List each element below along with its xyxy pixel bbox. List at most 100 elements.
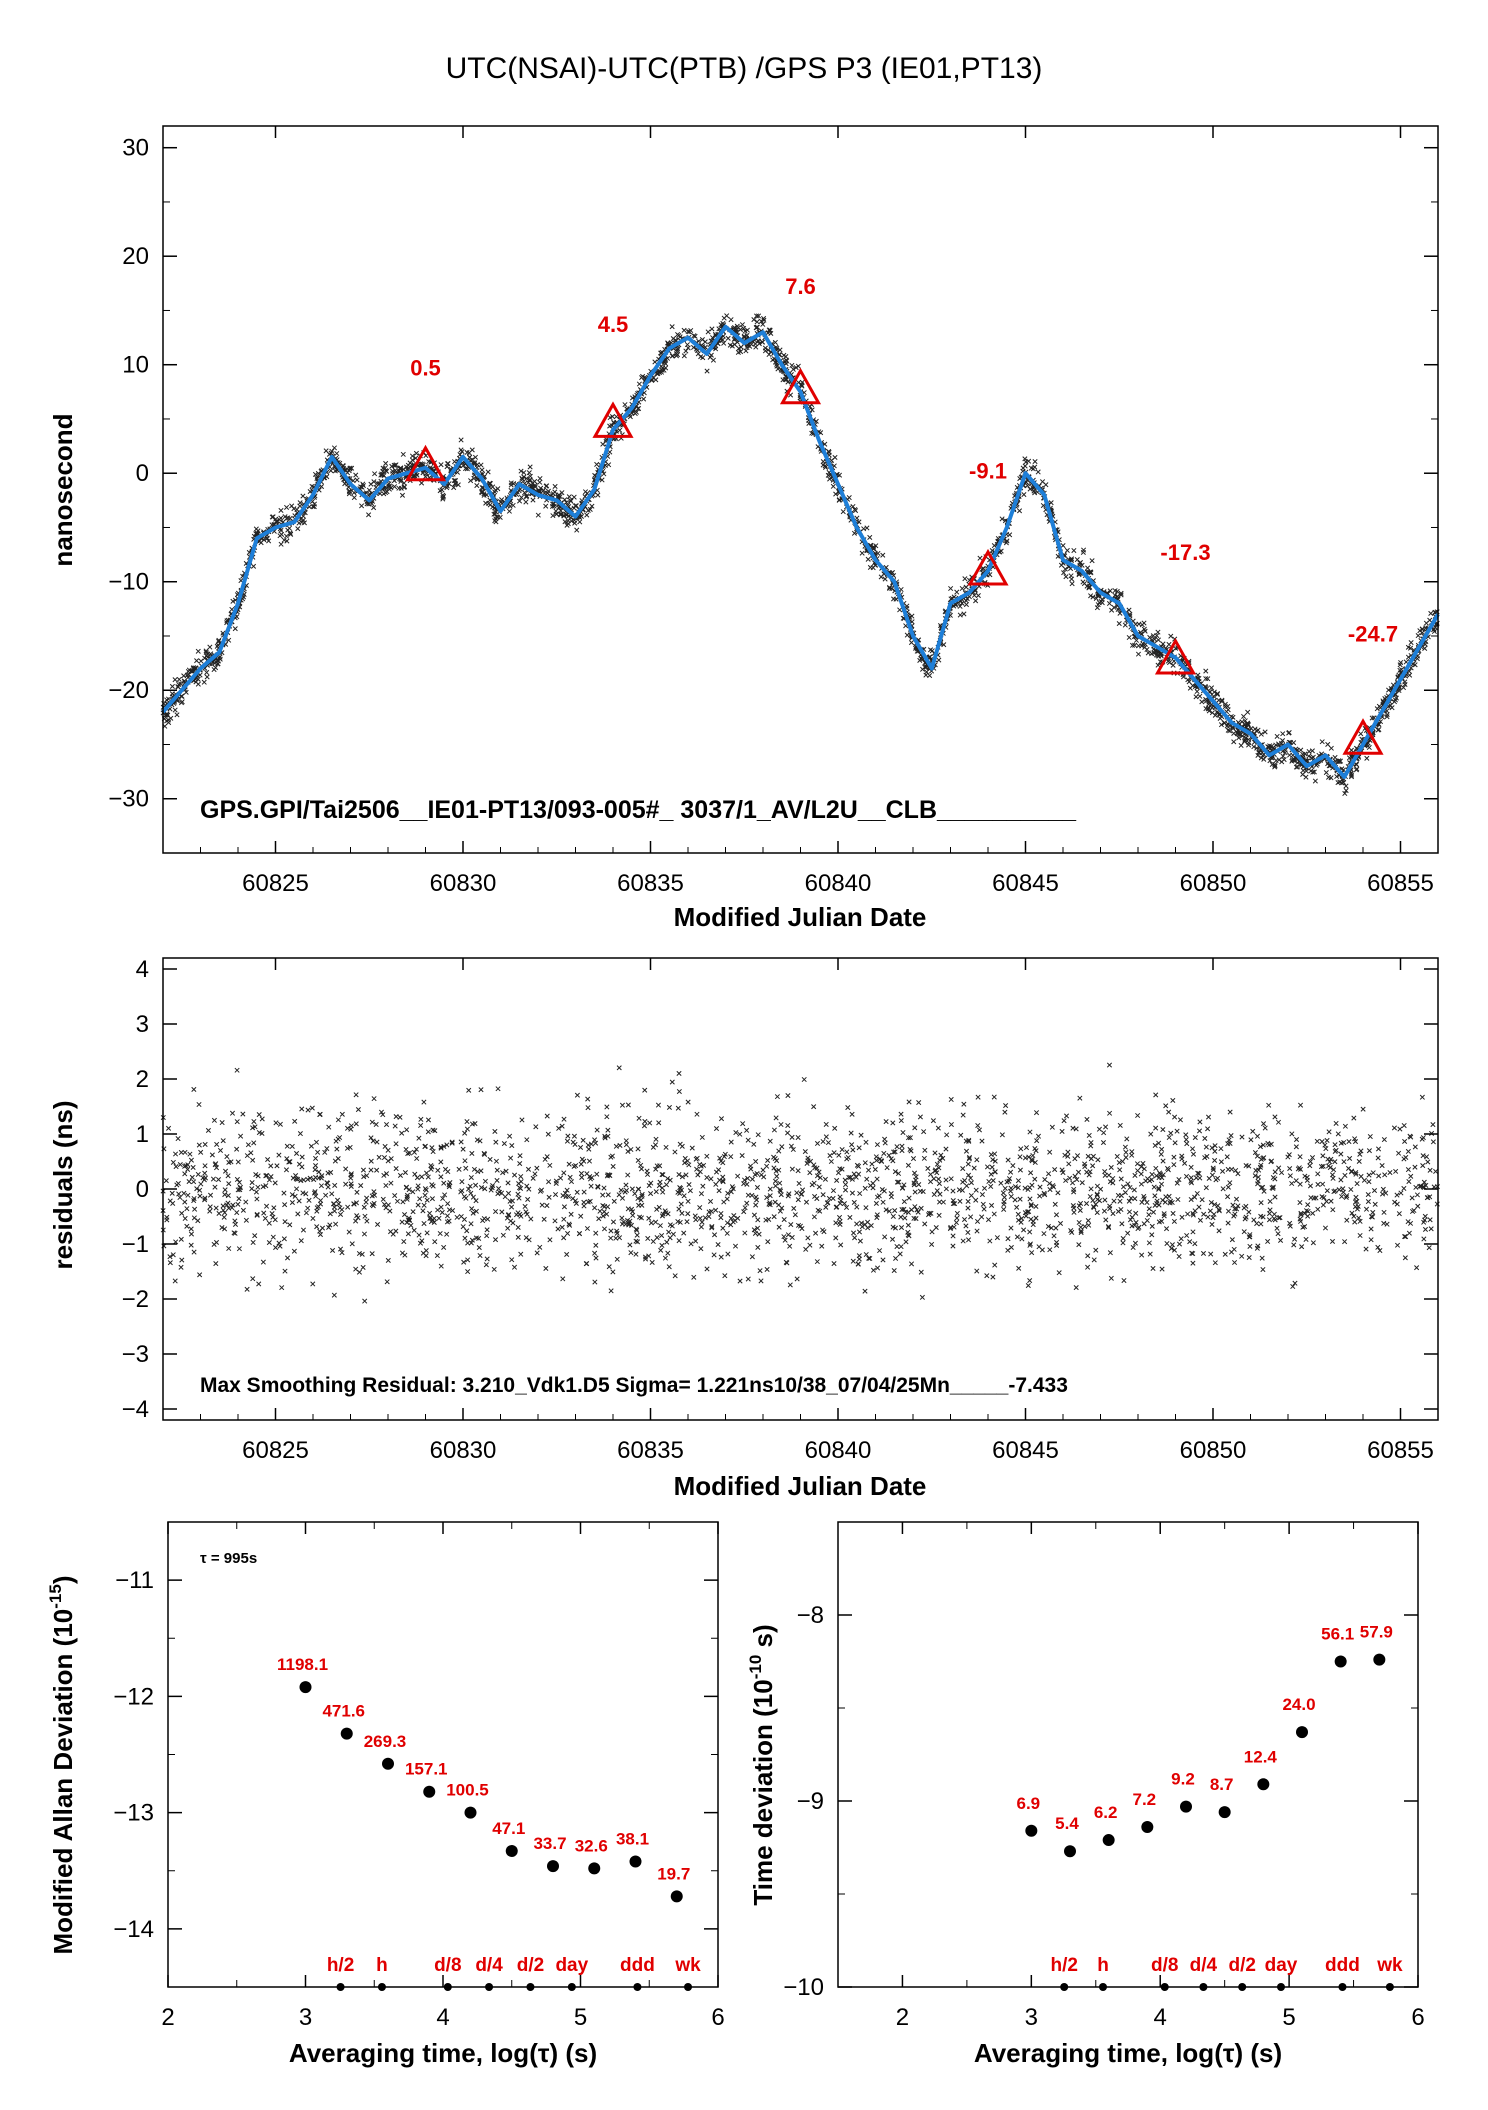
residual-point [635,1233,639,1237]
residual-point [1267,1218,1271,1222]
data-point [1017,509,1021,513]
residual-point [1276,1120,1280,1124]
residual-point [277,1153,281,1157]
residual-point [667,1105,671,1109]
data-point [682,328,686,332]
residual-point [1072,1187,1076,1191]
data-point [1268,759,1272,763]
data-point [1241,714,1245,718]
residual-point [426,1118,430,1122]
data-point [479,463,483,467]
residual-point [820,1244,824,1248]
residual-point [1219,1146,1223,1150]
residual-point [1395,1243,1399,1247]
residual-point [756,1218,760,1222]
residual-point [260,1117,264,1121]
data-point [685,342,689,346]
residual-point [331,1202,335,1206]
residual-point [875,1142,879,1146]
data-point [960,586,964,590]
residual-point [895,1145,899,1149]
residual-point [1320,1182,1324,1186]
residual-point [1207,1176,1211,1180]
residual-point [1204,1186,1208,1190]
residual-point [1345,1218,1349,1222]
residual-point [964,1224,968,1228]
data-point [173,708,177,712]
residual-point [1364,1247,1368,1251]
residual-point [485,1257,489,1261]
residual-point [870,1162,874,1166]
residual-point [786,1233,790,1237]
residual-point [244,1218,248,1222]
residual-point [1352,1116,1356,1120]
residual-point [843,1188,847,1192]
residual-point [832,1151,836,1155]
residual-point [1197,1205,1201,1209]
residual-point [1124,1150,1128,1154]
residual-point [700,1135,704,1139]
residual-point [705,1154,709,1158]
residual-point [1006,1237,1010,1241]
residual-point [1091,1198,1095,1202]
data-point [1416,633,1420,637]
residual-point [680,1211,684,1215]
data-point [726,336,730,340]
residual-point [679,1202,683,1206]
residual-point [359,1183,363,1187]
residual-point [685,1219,689,1223]
residual-point [750,1193,754,1197]
residual-point [663,1256,667,1260]
residual-point [299,1239,303,1243]
residual-annotation: Max Smoothing Residual: 3.210_Vdk1.D5 Si… [200,1374,1068,1397]
data-point [710,327,714,331]
residual-point [1098,1187,1102,1191]
residual-point [1330,1239,1334,1243]
residual-point [713,1208,717,1212]
residual-point [427,1211,431,1215]
residual-point [875,1177,879,1181]
residual-point [1033,1177,1037,1181]
residual-point [514,1213,518,1217]
residual-point [985,1165,989,1169]
data-point [682,354,686,358]
residual-point [976,1095,980,1099]
residual-point [189,1158,193,1162]
residual-point [999,1181,1003,1185]
residual-point [419,1117,423,1121]
residual-point [470,1151,474,1155]
residual-point [1135,1113,1139,1117]
residual-point [1213,1149,1217,1153]
residual-point [932,1192,936,1196]
data-point [279,516,283,520]
residual-point [182,1191,186,1195]
residual-point [417,1197,421,1201]
residual-point [933,1151,937,1155]
x-tick-label: 4 [436,2004,449,2031]
residual-point [796,1169,800,1173]
residual-point [444,1232,448,1236]
residual-point [409,1223,413,1227]
residual-point [768,1139,772,1143]
residual-point [1103,1125,1107,1129]
residual-point [267,1240,271,1244]
residual-point [282,1202,286,1206]
residual-point [280,1285,284,1289]
residual-point [197,1102,201,1106]
residual-point [192,1207,196,1211]
residual-point [863,1161,867,1165]
residual-point [1108,1251,1112,1255]
residual-point [1232,1260,1236,1264]
residual-point [208,1193,212,1197]
residual-point [859,1133,863,1137]
residual-point [677,1071,681,1075]
residual-point [267,1221,271,1225]
residual-point [305,1206,309,1210]
residual-point [1153,1194,1157,1198]
residual-point [975,1269,979,1273]
residual-point [812,1181,816,1185]
residual-point [1392,1126,1396,1130]
residual-point [562,1171,566,1175]
residual-point [1027,1278,1031,1282]
